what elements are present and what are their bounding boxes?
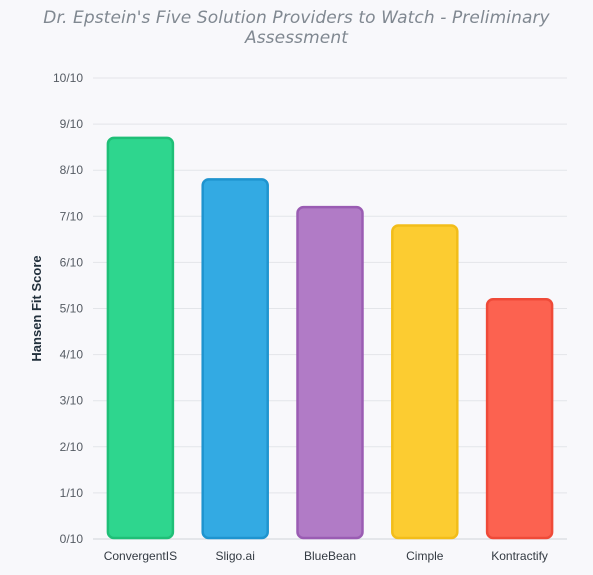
bar-bluebean: [296, 205, 364, 540]
y-axis-label: Hansen Fit Score: [29, 255, 44, 361]
y-tick-label: 6/10: [60, 255, 84, 269]
y-tick-label: 7/10: [60, 209, 84, 223]
x-tick-label: ConvergentIS: [104, 549, 177, 563]
y-tick-label: 0/10: [60, 532, 84, 546]
y-tick-label: 5/10: [60, 302, 84, 316]
x-tick-label: Kontractify: [491, 549, 548, 563]
y-tick-label: 3/10: [60, 394, 84, 408]
y-tick-label: 10/10: [53, 71, 83, 85]
x-tick-label: Sligo.ai: [216, 549, 255, 563]
bar-cimple: [391, 224, 459, 540]
y-tick-label: 1/10: [60, 486, 84, 500]
bar-kontractify: [485, 298, 554, 540]
x-tick-label: BlueBean: [304, 549, 356, 563]
bar-sligo-ai: [201, 178, 269, 540]
y-tick-label: 8/10: [60, 163, 84, 177]
y-tick-label: 2/10: [60, 440, 84, 454]
x-tick-label: Cimple: [406, 549, 444, 563]
y-tick-label: 9/10: [60, 117, 84, 131]
bar-convergentis: [106, 136, 175, 540]
chart-title: Dr. Epstein's Five Solution Providers to…: [43, 8, 550, 48]
y-tick-label: 4/10: [60, 348, 84, 362]
